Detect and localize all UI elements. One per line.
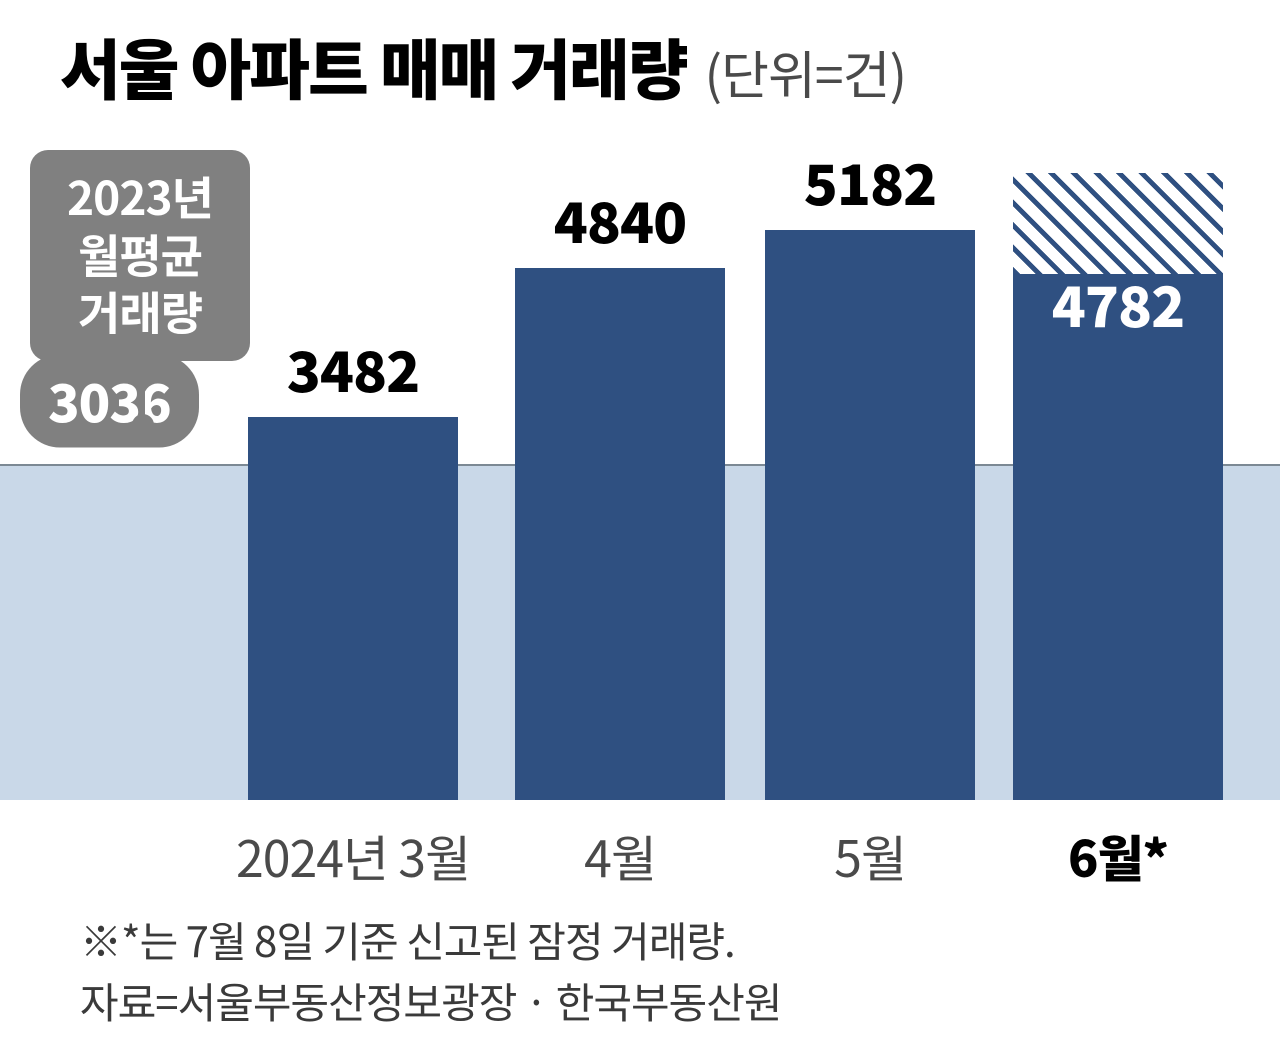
footnotes: ※*는 7월 8일 기준 신고된 잠정 거래량. 자료=서울부동산정보광장 · … — [80, 910, 1240, 1032]
bar-value-label: 4840 — [554, 179, 686, 260]
annotation-connector — [141, 379, 145, 418]
bar-hatched-extension — [1013, 173, 1223, 274]
chart-unit: (단위=건) — [705, 34, 907, 109]
bar — [1013, 274, 1223, 800]
footnote-line: 자료=서울부동산정보광장 · 한국부동산원 — [80, 971, 1240, 1032]
x-axis-label: 4월 — [584, 820, 656, 892]
reference-value-pill: 3036 — [20, 355, 199, 448]
chart-container: 서울 아파트 매매 거래량 (단위=건) 3482 4840 5182 4782 303… — [0, 0, 1280, 1059]
x-axis-label: 2024년 3월 — [236, 820, 470, 892]
bar — [515, 268, 725, 800]
annotation-dot-icon — [132, 414, 154, 436]
reference-annotation-box: 2023년 월평균 거래량 — [30, 150, 250, 361]
bar-value-label: 4782 — [1052, 263, 1184, 344]
bar-value-label: 5182 — [804, 141, 936, 222]
bar — [765, 230, 975, 800]
x-axis-label: 5월 — [834, 820, 906, 892]
title-row: 서울 아파트 매매 거래량 (단위=건) — [60, 18, 1240, 114]
annotation-line: 2023년 — [42, 168, 238, 226]
annotation-arrow-icon — [125, 359, 161, 381]
chart-title: 서울 아파트 매매 거래량 — [60, 18, 687, 114]
x-axis-label: 6월* — [1068, 820, 1168, 892]
footnote-line: ※*는 7월 8일 기준 신고된 잠정 거래량. — [80, 910, 1240, 971]
annotation-line: 월평균 — [42, 226, 238, 284]
bar — [248, 417, 458, 800]
bar-value-label: 3482 — [287, 328, 419, 409]
annotation-line: 거래량 — [42, 283, 238, 341]
